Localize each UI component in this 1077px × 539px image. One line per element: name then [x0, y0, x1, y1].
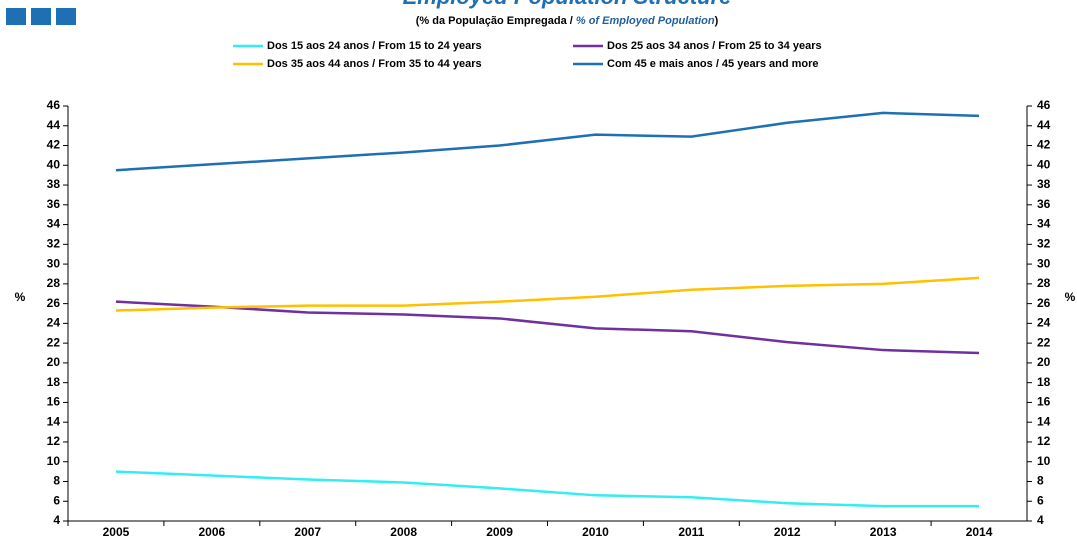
y2-tick-label: 22	[1037, 335, 1051, 349]
x-tick-label: 2009	[486, 525, 513, 539]
y2-tick-label: 40	[1037, 157, 1051, 171]
y2-tick-label: 6	[1037, 493, 1044, 507]
x-tick-label: 2014	[966, 525, 993, 539]
x-tick-label: 2008	[390, 525, 417, 539]
y2-tick-label: 20	[1037, 355, 1051, 369]
y-axis-label: %	[15, 290, 26, 304]
series-line	[115, 276, 980, 312]
y-tick-label: 18	[47, 375, 61, 389]
y2-tick-label: 10	[1037, 454, 1051, 468]
y2-tick-label: 32	[1037, 237, 1051, 251]
y-tick-label: 10	[47, 454, 61, 468]
y-tick-label: 30	[47, 256, 61, 270]
y2-tick-label: 4	[1037, 513, 1044, 527]
y-tick-label: 20	[47, 355, 61, 369]
y2-tick-label: 26	[1037, 296, 1051, 310]
x-tick-label: 2012	[774, 525, 801, 539]
y-tick-label: 22	[47, 335, 61, 349]
y-tick-label: 8	[53, 474, 60, 488]
y2-axis-label: %	[1065, 290, 1076, 304]
y-tick-label: 12	[47, 434, 61, 448]
y-tick-label: 40	[47, 157, 61, 171]
subtitle-part: )	[715, 15, 719, 27]
y-tick-label: 42	[47, 138, 61, 152]
y2-tick-label: 42	[1037, 138, 1051, 152]
y-tick-label: 32	[47, 237, 61, 251]
logo-block	[56, 8, 76, 25]
y-tick-label: 38	[47, 177, 61, 191]
legend-label: Dos 25 aos 34 anos / From 25 to 34 years	[607, 40, 822, 52]
y2-tick-label: 12	[1037, 434, 1051, 448]
y-tick-label: 14	[47, 414, 61, 428]
y2-tick-label: 30	[1037, 256, 1051, 270]
subtitle-part: (% da População Empregada /	[416, 15, 576, 27]
y-tick-label: 34	[47, 217, 61, 231]
y2-tick-label: 24	[1037, 316, 1051, 330]
y2-tick-label: 28	[1037, 276, 1051, 290]
y2-tick-label: 44	[1037, 118, 1051, 132]
y-tick-label: 44	[47, 118, 61, 132]
y2-tick-label: 34	[1037, 217, 1051, 231]
y-tick-label: 36	[47, 197, 61, 211]
y-tick-label: 16	[47, 395, 61, 409]
series-line	[115, 300, 980, 355]
y2-tick-label: 16	[1037, 395, 1051, 409]
legend-label: Com 45 e mais anos / 45 years and more	[607, 58, 819, 70]
x-tick-label: 2007	[294, 525, 321, 539]
legend-label: Dos 15 aos 24 anos / From 15 to 24 years	[267, 40, 482, 52]
logo-block	[31, 8, 51, 25]
y2-tick-label: 14	[1037, 414, 1051, 428]
subtitle-part: % of Employed Population	[576, 15, 715, 27]
y2-tick-label: 8	[1037, 474, 1044, 488]
y2-tick-label: 18	[1037, 375, 1051, 389]
x-tick-label: 2005	[103, 525, 130, 539]
x-tick-label: 2010	[582, 525, 609, 539]
y-tick-label: 24	[47, 316, 61, 330]
x-tick-label: 2011	[678, 525, 704, 539]
series-line	[115, 111, 980, 172]
legend-label: Dos 35 aos 44 anos / From 35 to 44 years	[267, 58, 482, 70]
y-tick-label: 46	[47, 98, 61, 112]
y2-tick-label: 36	[1037, 197, 1051, 211]
y-tick-label: 26	[47, 296, 61, 310]
logo-block	[6, 8, 26, 25]
y2-tick-label: 38	[1037, 177, 1051, 191]
x-tick-label: 2013	[870, 525, 897, 539]
y-tick-label: 4	[53, 513, 60, 527]
y-tick-label: 6	[53, 493, 60, 507]
subtitle: (% da População Empregada / % of Employe…	[416, 15, 719, 27]
x-tick-label: 2006	[198, 525, 225, 539]
chart-title: Employed Population Structure	[403, 0, 732, 9]
y2-tick-label: 46	[1037, 98, 1051, 112]
series-line	[115, 470, 980, 508]
y-tick-label: 28	[47, 276, 61, 290]
